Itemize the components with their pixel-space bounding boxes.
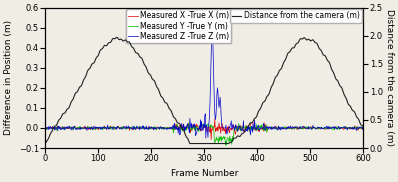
Y-axis label: Difference in Position (m): Difference in Position (m) [4,20,13,135]
Measured X -True X (m) [297,126,302,128]
Measured X -True X (m) [341,128,345,130]
Distance from the camera (m) [148,74,153,77]
Line: Measured Y -True Y (m): Measured Y -True Y (m) [45,123,363,145]
Measured Z -True Z (m) [361,126,366,128]
Measured Y -True Y (m) [43,126,47,128]
Measured X -True X (m) [352,126,357,128]
Measured Y -True Y (m) [297,125,302,128]
Measured Y -True Y (m) [352,127,357,129]
Measured Z -True Z (m) [148,128,152,130]
Measured Y -True Y (m) [63,127,68,129]
Y-axis label: Distance from the camera (m): Distance from the camera (m) [385,9,394,146]
Measured Y -True Y (m) [361,125,366,127]
Measured X -True X (m) [209,138,213,141]
Measured X -True X (m) [102,125,107,127]
Distance from the camera (m) [102,44,107,47]
Measured Z -True Z (m) [102,127,107,129]
Line: Measured Z -True Z (m): Measured Z -True Z (m) [45,28,363,138]
Measured Z -True Z (m) [297,126,302,128]
Measured X -True X (m) [148,126,152,128]
Measured X -True X (m) [361,126,366,129]
Distance from the camera (m) [297,40,302,42]
Measured X -True X (m) [213,118,217,120]
Measured X -True X (m) [63,126,68,128]
Line: Distance from the camera (m): Distance from the camera (m) [45,37,363,144]
Measured Y -True Y (m) [341,126,345,129]
Measured Y -True Y (m) [186,122,191,124]
Distance from the camera (m) [114,36,119,38]
Line: Measured X -True X (m): Measured X -True X (m) [45,119,363,139]
Measured Y -True Y (m) [223,144,228,146]
Measured Z -True Z (m) [352,126,357,128]
Measured Z -True Z (m) [63,128,68,130]
Measured X -True X (m) [43,126,47,128]
Measured Z -True Z (m) [43,128,47,130]
Distance from the camera (m) [43,143,47,145]
Legend: Distance from the camera (m): Distance from the camera (m) [230,9,362,23]
Measured Z -True Z (m) [341,127,345,129]
Distance from the camera (m) [63,111,68,114]
Distance from the camera (m) [340,89,345,91]
X-axis label: Frame Number: Frame Number [170,169,238,178]
Legend: Measured X -True X (m), Measured Y -True Y (m), Measured Z -True Z (m): Measured X -True X (m), Measured Y -True… [126,9,231,43]
Measured Z -True Z (m) [203,137,208,139]
Distance from the camera (m) [351,110,356,112]
Measured Y -True Y (m) [102,127,107,130]
Distance from the camera (m) [361,125,366,128]
Measured Z -True Z (m) [210,27,215,29]
Measured Y -True Y (m) [148,127,152,129]
